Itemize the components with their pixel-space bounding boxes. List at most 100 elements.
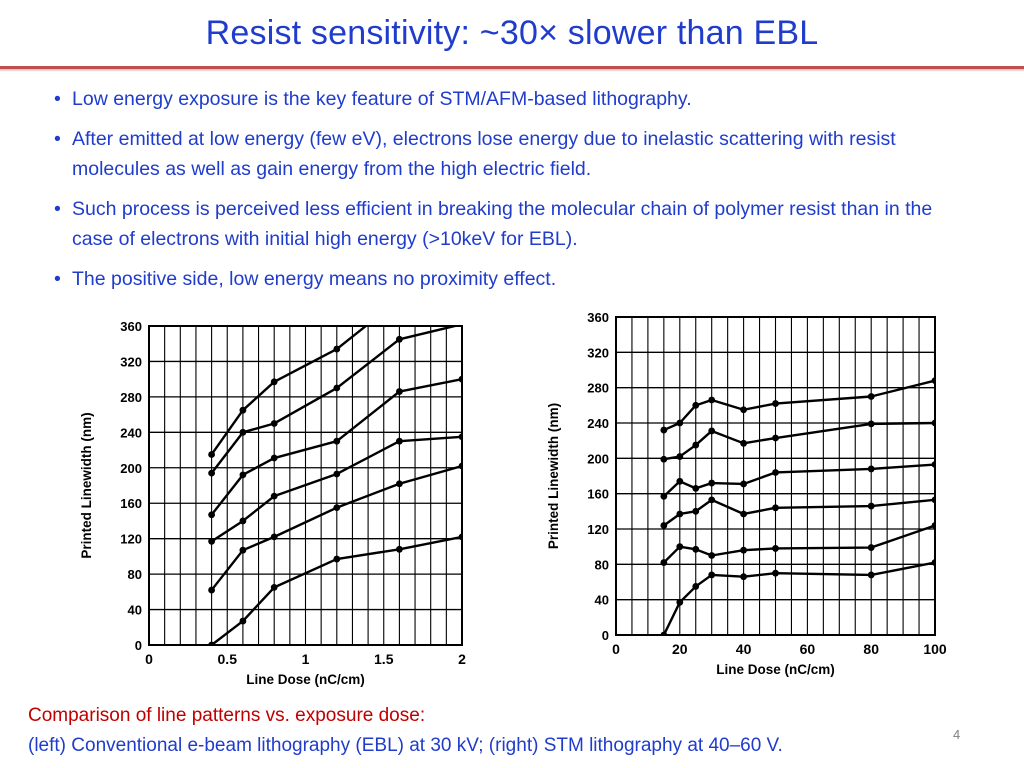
y-tick-label: 280 <box>587 381 609 396</box>
data-point <box>708 396 716 404</box>
data-point <box>867 502 875 510</box>
y-tick-label: 240 <box>120 425 142 440</box>
data-point <box>676 453 684 460</box>
y-tick-label: 360 <box>587 310 609 325</box>
slide-title: Resist sensitivity: ~30× slower than EBL <box>205 14 819 52</box>
data-point <box>867 465 875 473</box>
series-line <box>210 435 462 543</box>
data-point <box>208 451 216 458</box>
y-tick-label: 160 <box>120 496 142 511</box>
x-tick-label: 20 <box>672 641 688 657</box>
series-line <box>663 498 935 527</box>
data-point <box>333 555 341 563</box>
series-group <box>660 377 935 636</box>
data-point <box>708 496 716 504</box>
data-point <box>458 375 462 383</box>
data-point <box>239 617 247 625</box>
y-tick-label: 160 <box>587 487 609 502</box>
data-point <box>676 543 684 551</box>
y-tick-label: 320 <box>587 345 609 360</box>
data-point <box>740 573 747 581</box>
stm-linewidth-chart: 0 40 80 120 160 200 240 280 320 360 0 20 40 60 80 100 Li… <box>546 310 947 677</box>
series-line <box>663 463 935 498</box>
series-line <box>210 535 462 646</box>
data-point <box>458 433 462 441</box>
data-point <box>270 492 278 500</box>
y-tick-label: 80 <box>595 557 609 572</box>
x-tick-label: 40 <box>736 641 752 657</box>
x-tick-label: 80 <box>863 641 879 657</box>
data-point <box>270 454 278 462</box>
data-point <box>740 480 747 488</box>
data-point <box>676 598 684 606</box>
data-point <box>396 545 403 553</box>
data-point <box>458 462 462 470</box>
data-point <box>931 419 935 427</box>
data-point <box>676 419 684 427</box>
data-point <box>772 504 779 512</box>
x-tick-label: 2 <box>458 651 466 667</box>
bullet-item: The positive side, low energy means no p… <box>52 264 972 294</box>
data-point <box>660 559 668 566</box>
y-tick-label: 40 <box>595 593 609 608</box>
x-tick-label: 0 <box>145 651 153 667</box>
x-tick-label: 60 <box>800 641 816 657</box>
x-tick-label: 1 <box>302 651 310 667</box>
data-point <box>772 400 779 407</box>
data-point <box>867 544 875 551</box>
data-point <box>396 437 403 445</box>
data-point <box>239 471 247 479</box>
data-point <box>333 437 341 445</box>
data-point <box>867 393 875 400</box>
data-point <box>333 384 341 392</box>
data-point <box>676 510 684 518</box>
y-tick-label: 200 <box>120 461 142 476</box>
bullet-item: Such process is perceived less efficient… <box>52 194 972 254</box>
data-point <box>740 546 747 554</box>
y-tick-label: 40 <box>128 603 142 618</box>
y-tick-label: 120 <box>587 522 609 537</box>
y-axis-label: Printed Linewidth (nm) <box>79 412 94 558</box>
bullet-item: Low energy exposure is the key feature o… <box>52 84 972 114</box>
y-tick-label: 80 <box>128 567 142 582</box>
data-point <box>708 552 716 559</box>
data-point <box>239 428 247 436</box>
data-point <box>396 335 403 343</box>
data-point <box>931 559 935 566</box>
caption-heading: Comparison of line patterns vs. exposure… <box>28 705 426 726</box>
y-tick-label: 280 <box>120 390 142 405</box>
data-point <box>270 420 278 427</box>
x-tick-label: 1.5 <box>374 651 394 667</box>
x-tick-label: 0 <box>612 641 620 657</box>
data-point <box>333 345 341 353</box>
y-tick-label: 240 <box>587 416 609 431</box>
data-point <box>708 427 716 435</box>
y-tick-label: 200 <box>587 451 609 466</box>
data-point <box>931 461 935 468</box>
data-point <box>239 406 247 414</box>
page-number: 4 <box>953 727 961 742</box>
y-tick-label: 360 <box>120 319 142 334</box>
y-tick-label: 0 <box>602 628 609 643</box>
y-axis-label: Printed Linewidth (nm) <box>546 403 561 549</box>
figure-caption: Comparison of line patterns vs. exposure… <box>28 701 968 761</box>
data-point <box>931 496 935 504</box>
data-point <box>676 477 684 485</box>
data-point <box>396 480 403 488</box>
bullet-item: After emitted at low energy (few eV), el… <box>52 124 972 184</box>
x-axis-label: Line Dose (nC/cm) <box>716 662 835 677</box>
data-point <box>208 586 216 594</box>
series-line <box>663 524 935 564</box>
data-point <box>931 377 935 384</box>
data-point <box>867 571 875 579</box>
data-point <box>708 479 716 487</box>
series-line <box>210 464 462 591</box>
data-point <box>239 517 247 525</box>
data-point <box>458 533 462 541</box>
data-point <box>270 584 278 591</box>
title-divider-shadow <box>0 69 1024 72</box>
data-point <box>692 401 700 409</box>
data-point <box>740 510 747 518</box>
data-point <box>270 533 278 541</box>
series-line <box>210 325 462 474</box>
